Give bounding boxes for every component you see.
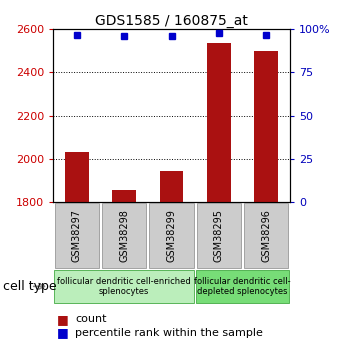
- Bar: [65, 152, 88, 202]
- Text: GSM38298: GSM38298: [119, 209, 129, 262]
- Text: follicular dendritic cell-
depleted splenocytes: follicular dendritic cell- depleted sple…: [194, 277, 291, 296]
- Text: GSM38295: GSM38295: [214, 209, 224, 262]
- Bar: [112, 190, 136, 202]
- Text: percentile rank within the sample: percentile rank within the sample: [75, 328, 263, 338]
- Text: count: count: [75, 314, 107, 324]
- Text: ■: ■: [57, 313, 68, 326]
- Text: GSM38296: GSM38296: [261, 209, 271, 262]
- Bar: [254, 51, 278, 202]
- Text: GSM38297: GSM38297: [72, 209, 82, 262]
- Text: cell type: cell type: [3, 280, 57, 293]
- Bar: [207, 43, 230, 202]
- Text: follicular dendritic cell-enriched
splenocytes: follicular dendritic cell-enriched splen…: [57, 277, 191, 296]
- Bar: [159, 170, 183, 202]
- Text: ■: ■: [57, 326, 68, 339]
- Title: GDS1585 / 160875_at: GDS1585 / 160875_at: [95, 14, 248, 28]
- Text: GSM38299: GSM38299: [166, 209, 177, 262]
